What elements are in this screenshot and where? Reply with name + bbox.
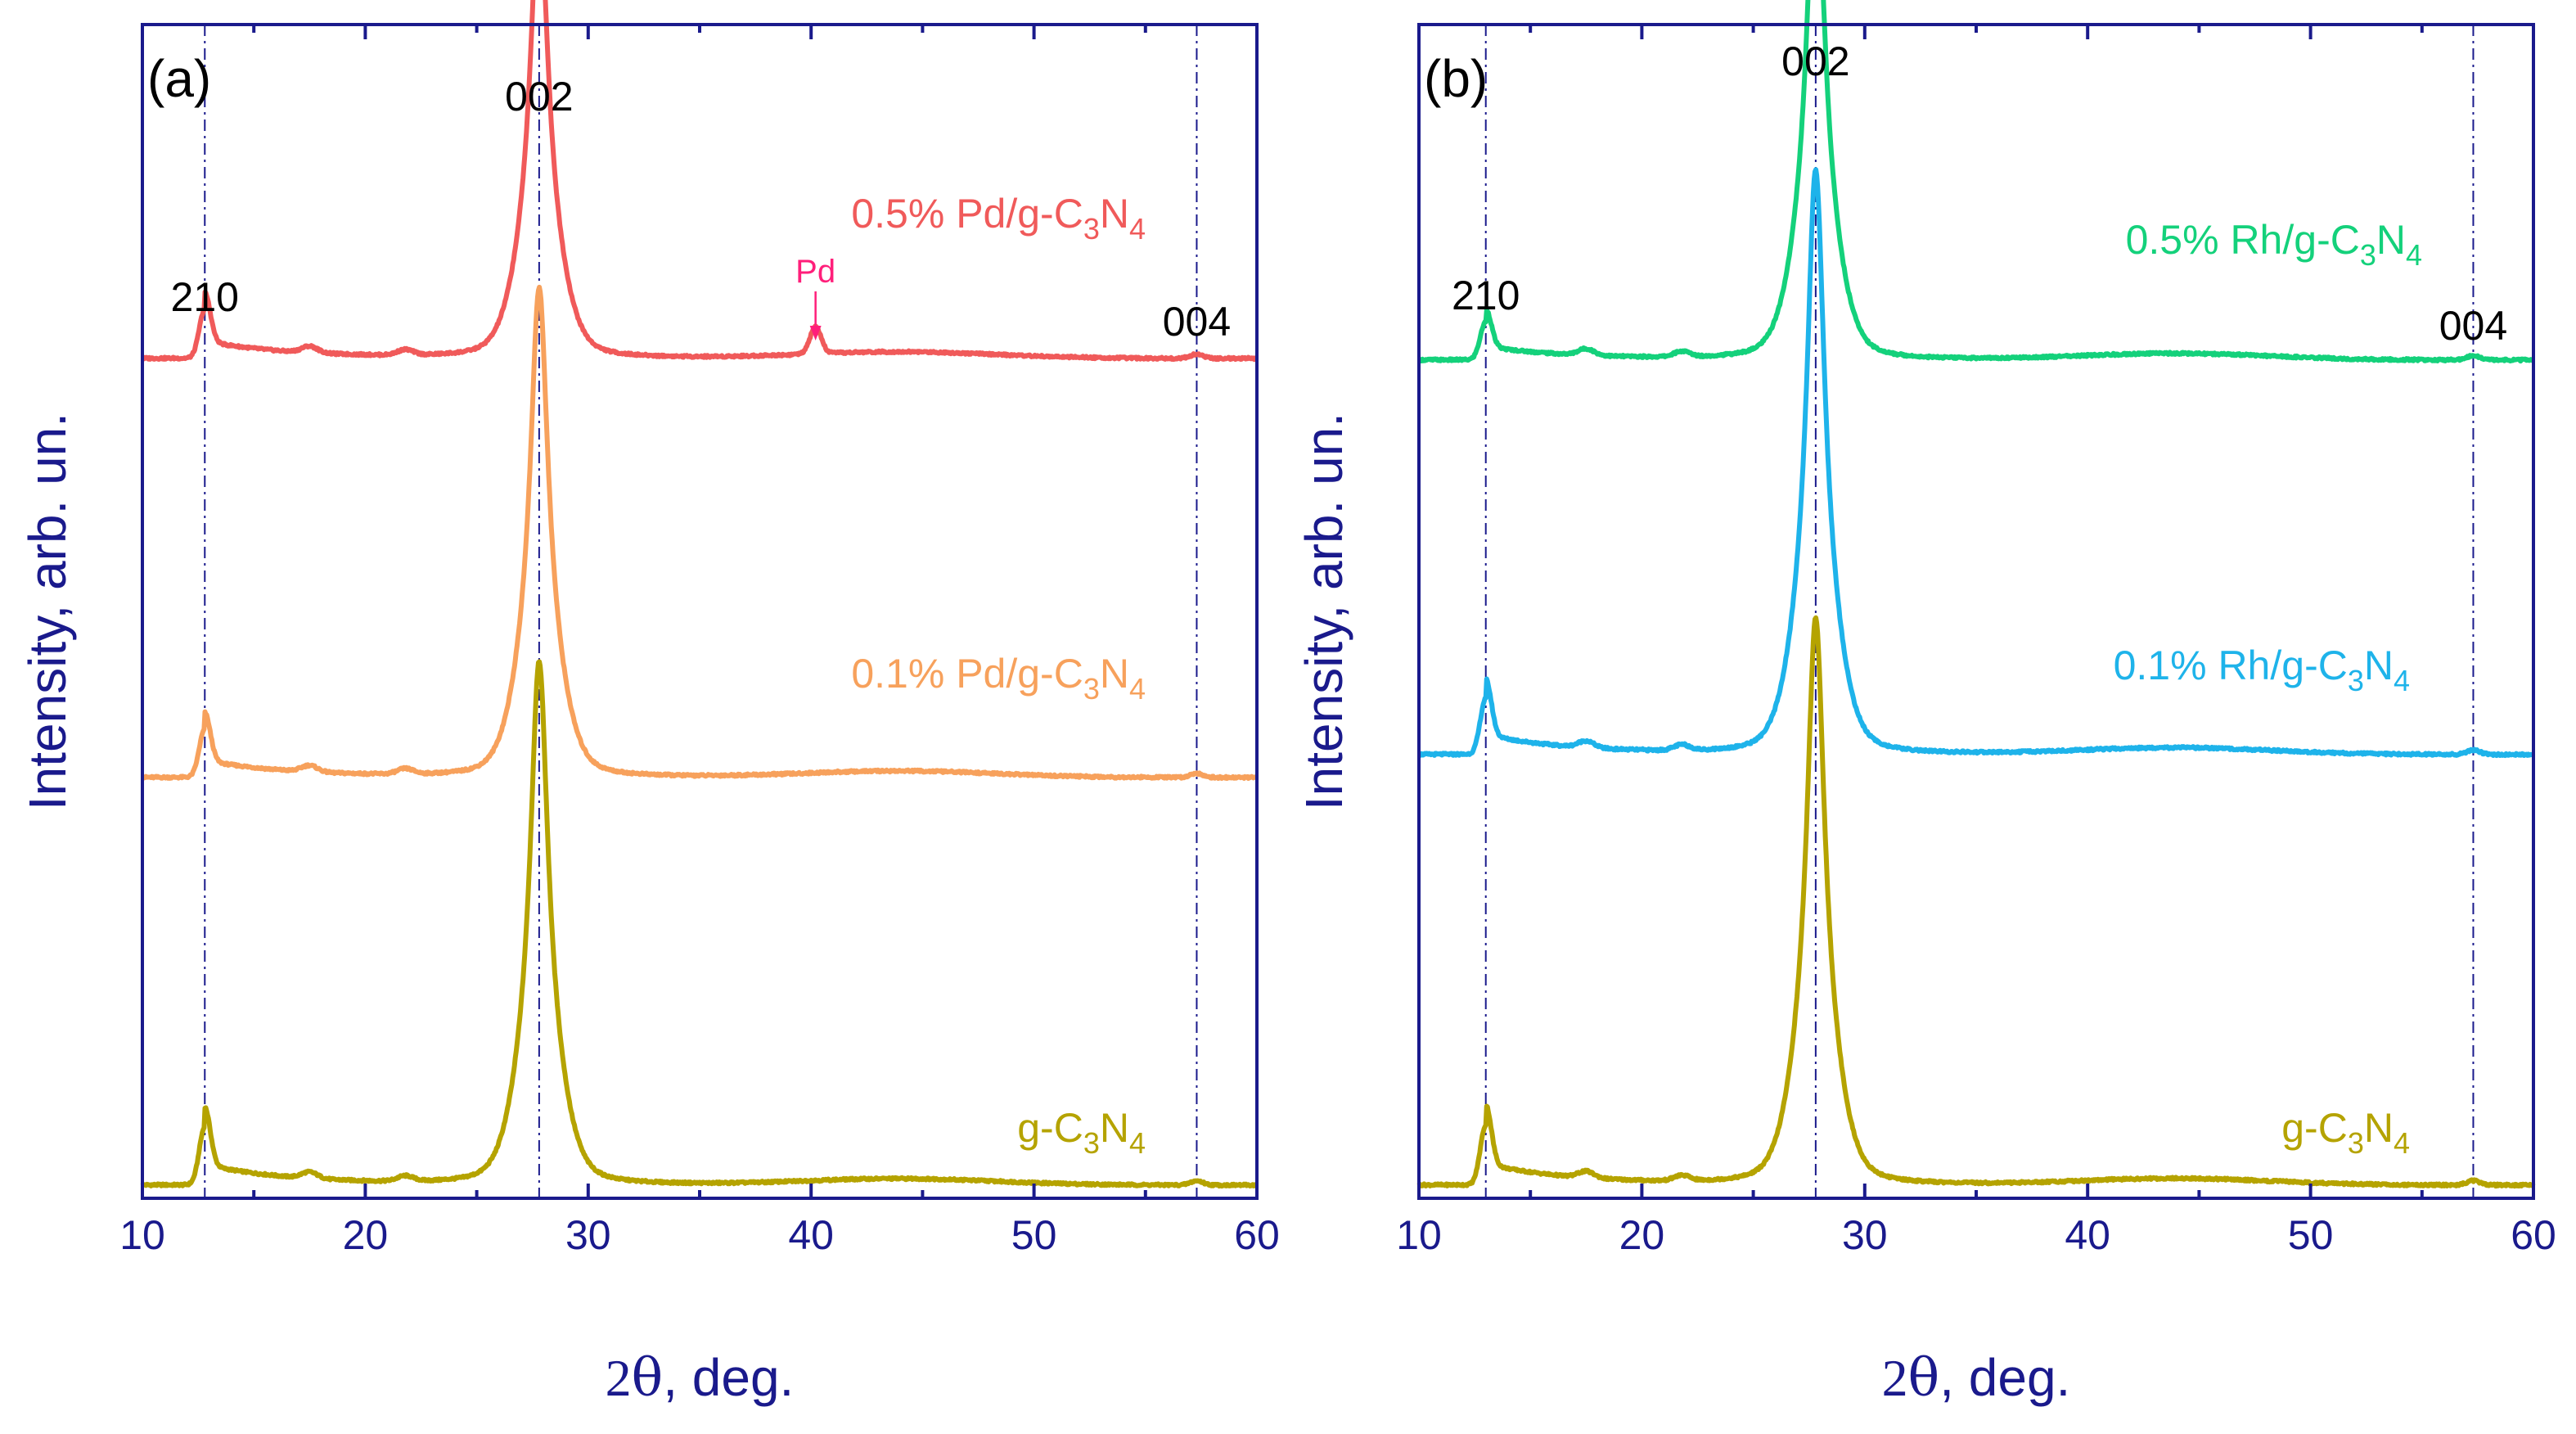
x-tick-label: 20 xyxy=(343,1212,389,1258)
panel-label: (b) xyxy=(1424,49,1488,108)
series-label-0: g-C3N4 xyxy=(2281,1105,2410,1160)
pd-annotation: Pd xyxy=(795,254,835,290)
panel-label: (a) xyxy=(147,49,211,108)
peak-label-210: 210 xyxy=(1452,273,1520,318)
x-tick-label: 40 xyxy=(2065,1212,2110,1258)
pd-arrow-head xyxy=(809,326,822,340)
series-label-1: 0.1% Pd/g-C3N4 xyxy=(851,651,1146,706)
panel-b: g-C3N4 0.1% Rh/g-C3N4 0.5% Rh/g-C3N4 210 002… xyxy=(1295,0,2556,1409)
peak-label-210: 210 xyxy=(171,274,239,320)
peak-label-004: 004 xyxy=(1163,299,1231,345)
series-line-2 xyxy=(141,0,1259,363)
x-tick-label: 60 xyxy=(2511,1212,2556,1258)
series-line-2 xyxy=(1417,0,2536,364)
series-line-0 xyxy=(140,659,1259,1189)
series-label-2: 0.5% Rh/g-C3N4 xyxy=(2126,217,2422,272)
series-line-1 xyxy=(141,284,1259,781)
series-label-2: 0.5% Pd/g-C3N4 xyxy=(851,191,1146,246)
x-tick-label: 10 xyxy=(1396,1212,1442,1258)
series-line-1 xyxy=(1417,167,2535,759)
x-axis-title: 2θ, deg. xyxy=(606,1348,795,1409)
x-tick-label: 30 xyxy=(565,1212,611,1258)
plot-frame xyxy=(141,23,1259,1200)
x-tick-label: 30 xyxy=(1842,1212,1888,1258)
panel-a: g-C3N4 0.1% Pd/g-C3N4 0.5% Pd/g-C3N4 210 002… xyxy=(18,0,1280,1409)
plot-frame xyxy=(1417,23,2535,1200)
y-axis-title: Intensity, arb. un. xyxy=(18,413,77,810)
peak-label-002: 002 xyxy=(505,74,573,120)
x-tick-label: 40 xyxy=(788,1212,834,1258)
series-label-0: g-C3N4 xyxy=(1017,1105,1146,1160)
x-tick-label: 50 xyxy=(1011,1212,1057,1258)
x-tick-label: 60 xyxy=(1234,1212,1280,1258)
x-tick-label: 50 xyxy=(2288,1212,2334,1258)
peak-label-002: 002 xyxy=(1781,38,1849,84)
x-axis-title: 2θ, deg. xyxy=(1882,1348,2071,1409)
x-tick-label: 10 xyxy=(119,1212,165,1258)
x-tick-label: 20 xyxy=(1619,1212,1665,1258)
y-axis-title: Intensity, arb. un. xyxy=(1295,413,1353,810)
peak-label-004: 004 xyxy=(2439,303,2507,349)
series-label-1: 0.1% Rh/g-C3N4 xyxy=(2114,643,2410,697)
series-line-0 xyxy=(1416,615,2536,1189)
